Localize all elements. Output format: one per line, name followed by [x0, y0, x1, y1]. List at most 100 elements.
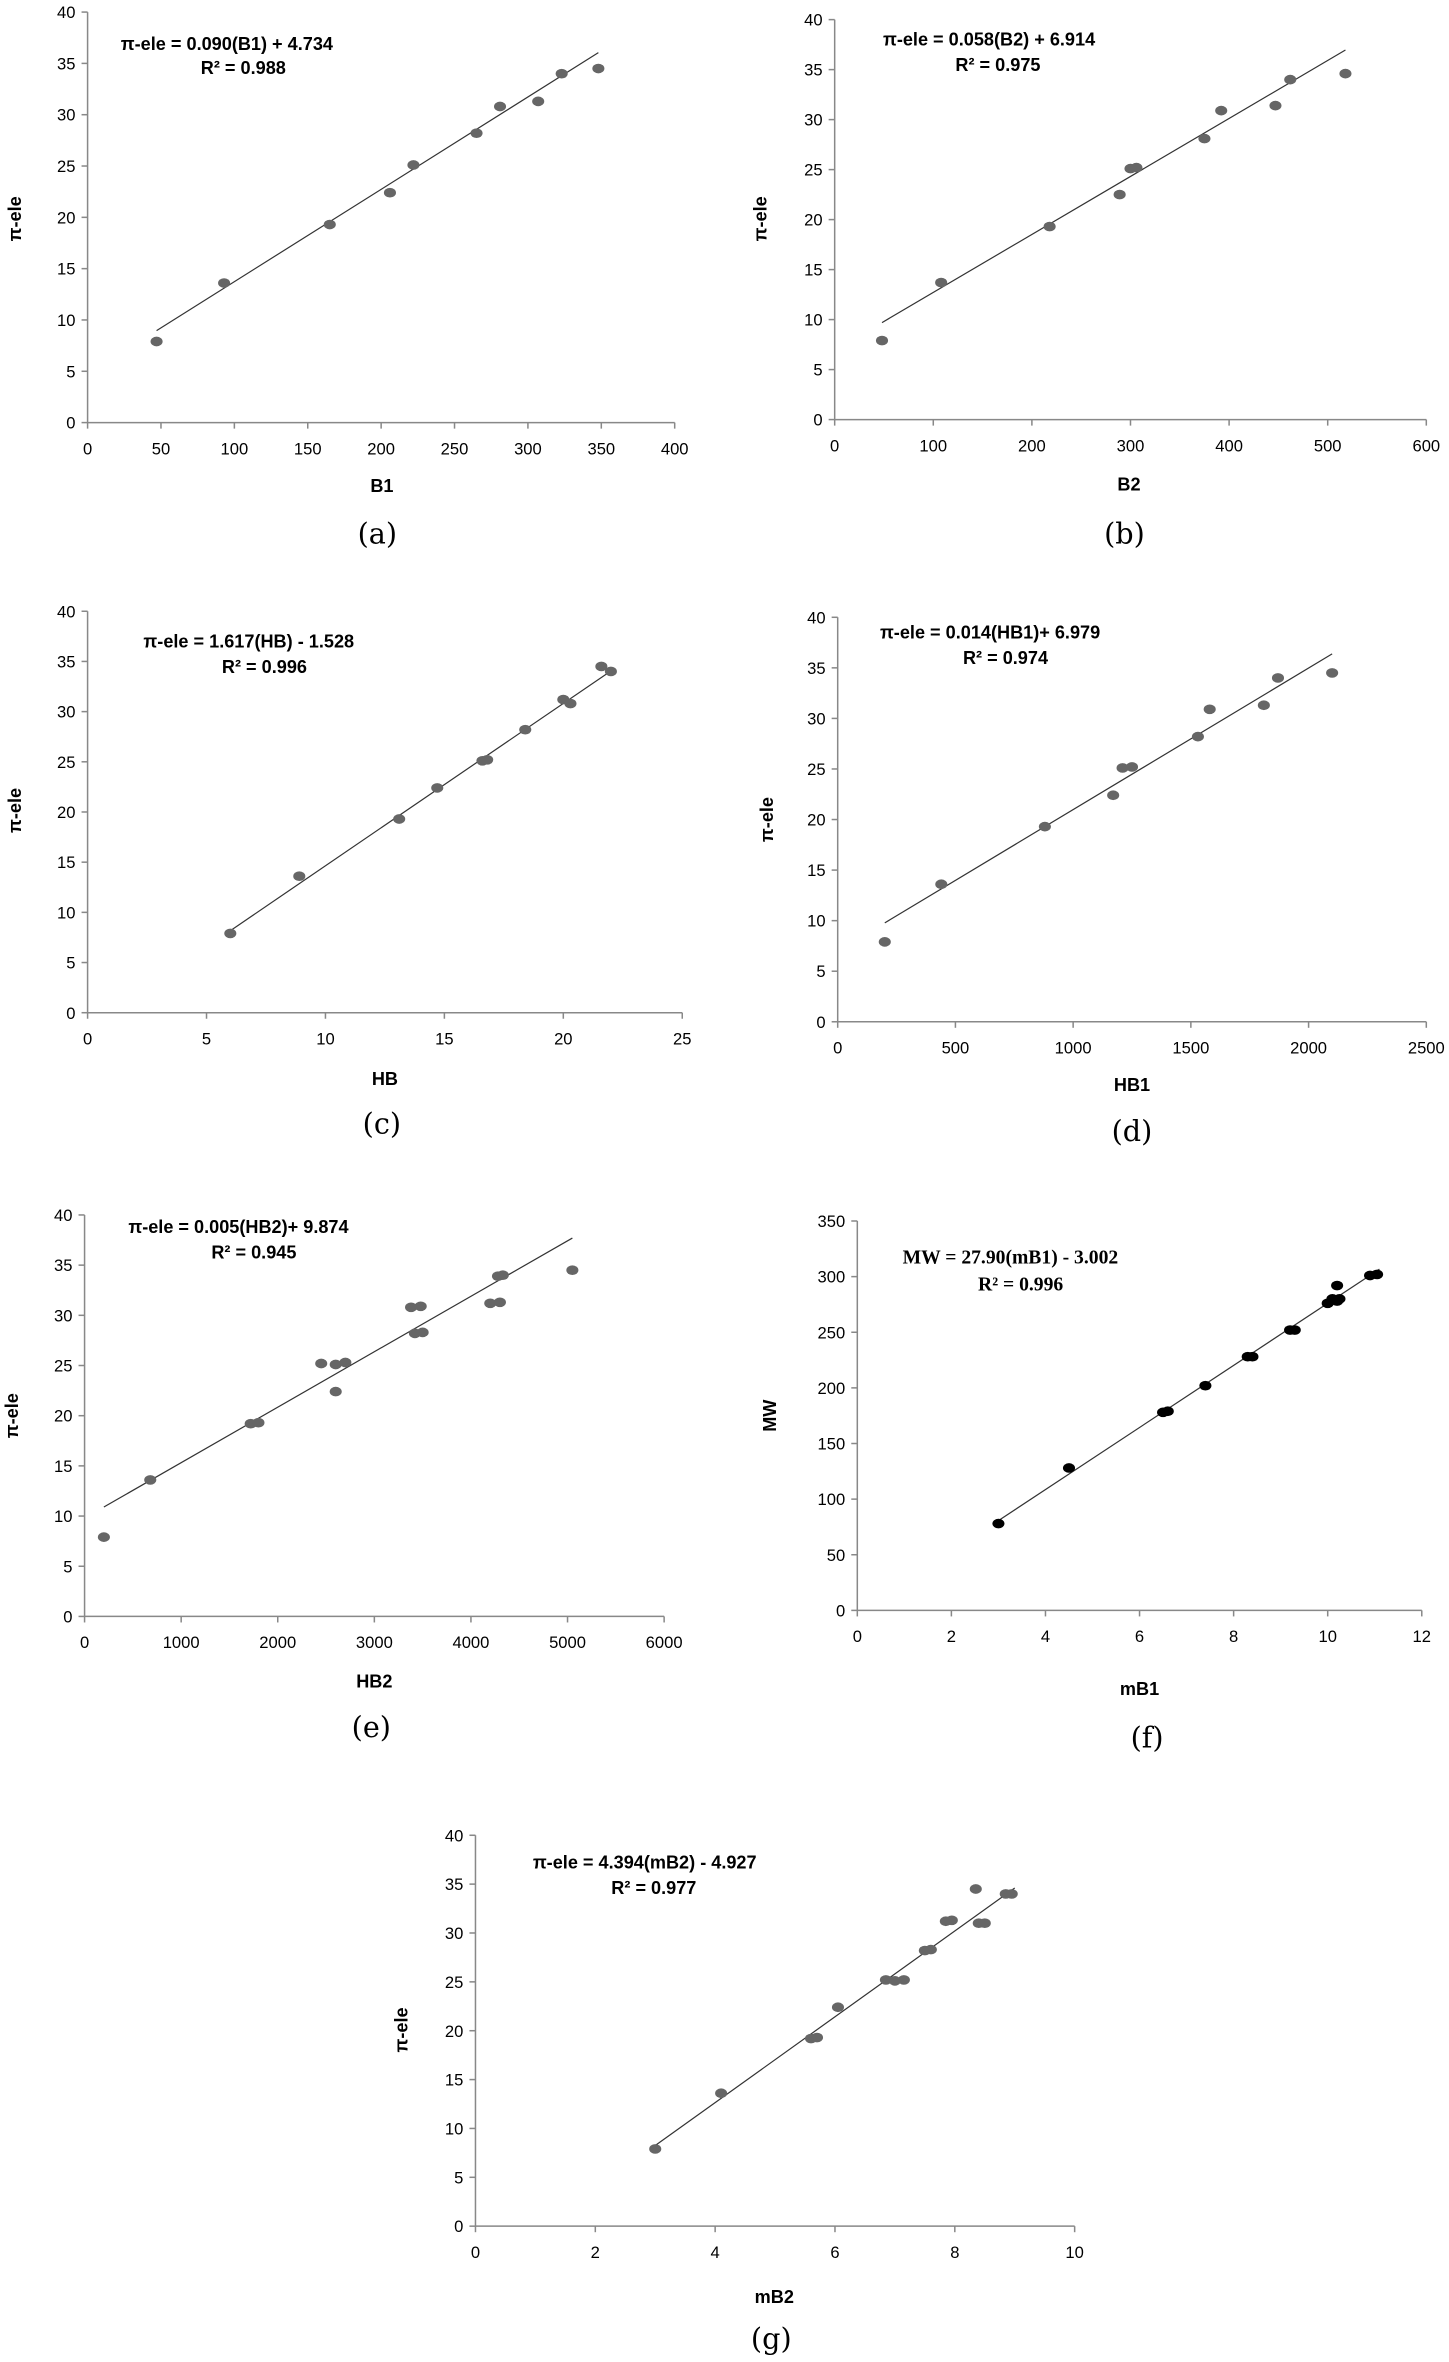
- trendline: [229, 670, 612, 932]
- point: [969, 1884, 982, 1894]
- y-tick-label: 20: [54, 1407, 72, 1426]
- r-squared: R² = 0.996: [222, 657, 307, 677]
- y-tick-label: 15: [54, 1457, 72, 1476]
- equation: π-ele = 1.617(HB) - 1.528: [143, 631, 354, 651]
- point: [604, 666, 617, 677]
- y-tick-label: 40: [57, 3, 75, 22]
- point: [715, 2088, 728, 2099]
- point: [1199, 1380, 1212, 1391]
- caption: (c): [363, 1106, 401, 1140]
- equation: π-ele = 0.005(HB2)+ 9.874: [128, 1217, 348, 1237]
- y-tick-label: 20: [807, 811, 825, 830]
- x-tick-label: 6: [830, 2243, 839, 2262]
- trendline: [884, 653, 1333, 924]
- point: [1038, 821, 1051, 832]
- y-tick-label: 35: [54, 1256, 72, 1275]
- x-tick-label: 10: [316, 1029, 334, 1048]
- point: [150, 336, 163, 347]
- point: [431, 783, 444, 793]
- point: [924, 1944, 937, 1955]
- y-tick-label: 15: [445, 2071, 463, 2090]
- point: [329, 1359, 342, 1370]
- y-tick-label: 30: [804, 111, 822, 130]
- y-tick-label: 20: [57, 208, 75, 227]
- point: [555, 68, 568, 79]
- y-tick-label: 10: [57, 903, 75, 922]
- point: [484, 1298, 497, 1309]
- point: [405, 1302, 418, 1313]
- point: [875, 335, 889, 346]
- point: [493, 1297, 506, 1308]
- point: [1107, 790, 1120, 801]
- point: [416, 1327, 429, 1338]
- y-tick-label: 10: [57, 311, 75, 330]
- caption: (f): [1131, 1721, 1164, 1755]
- y-axis-label: π-ele: [751, 196, 771, 241]
- y-tick-label: 0: [66, 414, 75, 433]
- y-tick-label: 150: [818, 1435, 846, 1454]
- y-tick-label: 15: [807, 861, 825, 880]
- point: [879, 1975, 892, 1985]
- x-tick-label: 50: [152, 439, 170, 458]
- y-tick-label: 40: [57, 602, 75, 621]
- y-tick-label: 200: [818, 1379, 846, 1398]
- x-axis-label: HB: [372, 1069, 398, 1089]
- r-squared: R² = 0.988: [201, 58, 286, 78]
- point: [252, 1417, 265, 1428]
- x-tick-label: 8: [1229, 1627, 1238, 1646]
- x-tick-label: 2: [947, 1627, 956, 1646]
- x-tick-label: 300: [1117, 436, 1145, 455]
- x-tick-label: 2: [591, 2243, 600, 2262]
- x-tick-label: 1000: [1055, 1038, 1092, 1057]
- point: [649, 2144, 662, 2154]
- x-tick-label: 6000: [646, 1633, 683, 1652]
- x-tick-label: 0: [833, 1038, 842, 1057]
- trendline: [156, 52, 599, 332]
- y-tick-label: 10: [445, 2119, 463, 2138]
- y-axis-label: π-ele: [392, 2007, 412, 2052]
- trendline: [998, 1268, 1380, 1522]
- y-tick-label: 5: [813, 361, 822, 380]
- y-tick-label: 35: [57, 54, 75, 73]
- y-tick-label: 300: [818, 1268, 846, 1287]
- point: [566, 1265, 579, 1275]
- point: [1246, 1351, 1259, 1362]
- x-tick-label: 2500: [1408, 1038, 1445, 1057]
- equation: MW = 27.90(mB1) - 3.002: [903, 1247, 1119, 1268]
- y-tick-label: 10: [804, 311, 822, 330]
- equation: π-ele = 0.058(B2) + 6.914: [883, 29, 1095, 49]
- point: [1125, 762, 1139, 772]
- y-tick-label: 35: [807, 659, 825, 678]
- equation: π-ele = 0.090(B1) + 4.734: [121, 34, 333, 54]
- point: [383, 187, 396, 198]
- x-axis-label: mB1: [1120, 1679, 1159, 1699]
- x-tick-label: 5: [202, 1029, 211, 1048]
- x-axis-label: B1: [370, 476, 393, 496]
- point: [1271, 673, 1285, 683]
- y-tick-label: 20: [57, 803, 75, 822]
- point: [831, 2002, 845, 2013]
- y-tick-label: 25: [807, 760, 825, 779]
- point: [1326, 668, 1339, 678]
- y-tick-label: 5: [454, 2168, 463, 2187]
- caption: (a): [358, 516, 397, 550]
- equation: π-ele = 4.394(mB2) - 4.927: [533, 1852, 757, 1872]
- x-tick-label: 500: [942, 1038, 970, 1057]
- x-tick-label: 8: [950, 2243, 959, 2262]
- point: [329, 1386, 342, 1397]
- point: [323, 219, 336, 230]
- y-tick-label: 10: [54, 1507, 72, 1526]
- caption: (b): [1104, 516, 1145, 550]
- x-tick-label: 0: [830, 436, 839, 455]
- equation: π-ele = 0.014(HB1)+ 6.979: [880, 622, 1100, 642]
- x-tick-label: 500: [1314, 436, 1342, 455]
- y-tick-label: 35: [57, 652, 75, 671]
- point: [470, 128, 483, 139]
- y-tick-label: 40: [445, 1826, 463, 1845]
- y-tick-label: 0: [63, 1607, 72, 1626]
- x-tick-label: 2000: [259, 1633, 296, 1652]
- point: [1215, 105, 1228, 116]
- x-tick-label: 200: [367, 439, 395, 458]
- x-tick-label: 5000: [549, 1633, 586, 1652]
- x-tick-label: 400: [661, 439, 689, 458]
